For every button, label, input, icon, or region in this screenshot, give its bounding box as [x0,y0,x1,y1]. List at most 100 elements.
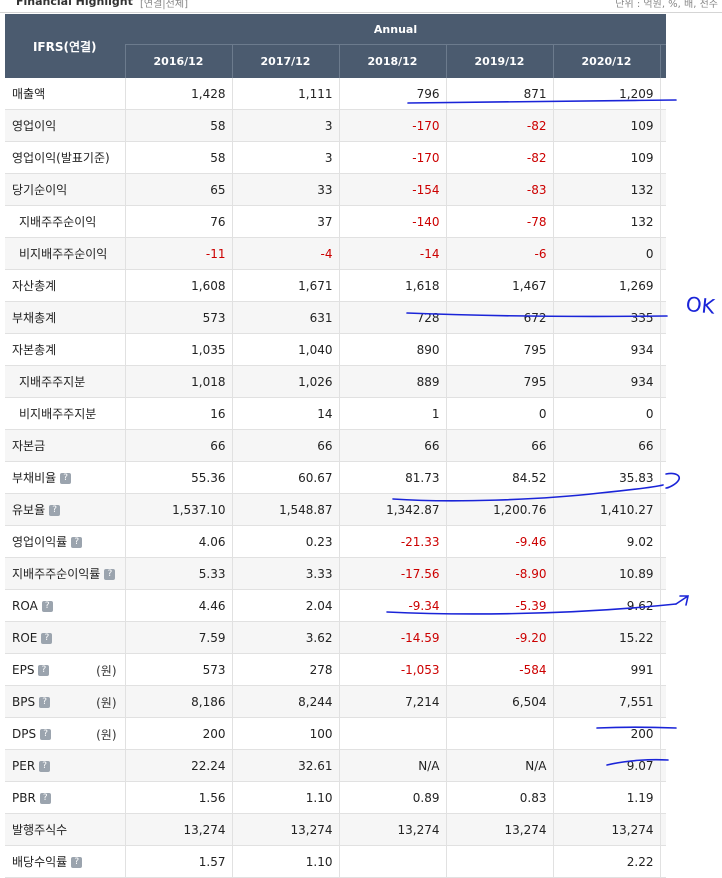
value-cell: 795 [445,333,553,366]
value-cell: -21.33 [338,525,446,558]
row-edge [659,685,667,718]
table-row: 자본금 66 66 66 66 66 [5,429,667,462]
row-edge [659,109,667,142]
table-row: ROE? 7.59 3.62 -14.59 -9.20 15.22 [5,621,667,654]
section-tabs[interactable]: [연결|전체] [140,0,188,10]
row-edge [659,429,667,462]
value-cell: 0 [552,397,660,430]
value-cell: 278 [231,653,339,686]
row-label-cell: PBR? [5,781,125,814]
help-icon[interactable]: ? [39,792,51,804]
value-cell: -154 [338,173,446,206]
row-unit: (원) [96,664,117,678]
value-cell: 728 [338,301,446,334]
value-cell: 55.36 [124,461,232,494]
arrow-roe [675,595,689,606]
value-cell: -8.90 [445,557,553,590]
row-label-cell: 지배주주지분 [5,365,125,398]
row-label: 유보율 [12,503,46,517]
help-icon[interactable]: ? [38,664,50,676]
row-edge [659,717,667,750]
value-cell: 573 [124,653,232,686]
row-label: 발행주식수 [12,823,68,837]
help-icon[interactable]: ? [71,537,83,548]
row-label-cell: 유보율? [5,493,125,526]
table-row: 유보율? 1,537.10 1,548.87 1,342.87 1,200.76 1,41… [5,493,667,526]
table-row: 매출액 1,428 1,111 796 871 1,209 [5,78,667,110]
help-icon[interactable]: ? [49,505,61,516]
row-label: 비지배주주지분 [19,407,97,421]
help-icon[interactable]: ? [40,728,52,740]
value-cell: -82 [445,141,553,174]
value-cell: 100 [231,717,339,750]
value-cell: 1 [338,397,446,430]
help-icon[interactable]: ? [71,857,83,868]
row-edge [659,461,667,494]
row-label: 당기순이익 [12,183,68,197]
row-edge [659,205,667,238]
row-edge [659,493,667,526]
value-cell: 1,671 [231,269,339,302]
row-label-cell: 배당수익률? [5,845,125,878]
row-label-cell: 매출액 [5,78,125,110]
row-edge [659,333,667,366]
value-cell: -140 [338,205,446,238]
row-label-cell: PER? [5,749,125,782]
row-label: 자본금 [12,439,46,453]
row-label: 자산총계 [12,279,57,293]
value-cell: 16 [124,397,232,430]
table-row: PBR? 1.56 1.10 0.89 0.83 1.19 [5,781,667,814]
value-cell: 65 [124,173,232,206]
row-label: 부채비율 [12,471,57,485]
value-cell: 33 [231,173,339,206]
value-cell: 5.33 [124,557,232,590]
help-icon[interactable]: ? [60,473,72,484]
row-label: EPS [12,662,35,677]
value-cell: 1,537.10 [124,493,232,526]
value-cell: 81.73 [338,461,446,494]
value-cell: -14.59 [338,621,446,654]
value-cell: 0 [445,397,553,430]
row-label-cell: 영업이익 [5,109,125,142]
value-cell [338,717,446,750]
value-cell: -9.34 [338,589,446,622]
row-label: DPS [12,726,37,741]
help-icon[interactable]: ? [41,632,53,644]
row-label-cell: ROE? [5,621,125,654]
value-cell: 66 [552,429,660,462]
row-edge [659,269,667,302]
row-unit: (원) [96,696,117,710]
table-row: 배당수익률? 1.57 1.10 2.22 [5,845,667,878]
row-label: 부채총계 [12,311,57,325]
year-header: 2016/12 [124,44,232,78]
value-cell [445,717,553,750]
row-label: PBR [12,790,36,805]
value-cell: 22.24 [124,749,232,782]
help-icon[interactable]: ? [39,696,51,708]
ifrs-header: IFRS(연결) [5,14,125,78]
row-edge [659,621,667,654]
table-row: ROA? 4.46 2.04 -9.34 -5.39 9.62 [5,589,667,622]
row-label-cell: 발행주식수 [5,813,125,846]
table-row: 지배주주순이익률? 5.33 3.33 -17.56 -8.90 10.89 [5,557,667,590]
row-label: ROE [12,630,38,645]
value-cell: 1.10 [231,845,339,878]
value-cell: 66 [338,429,446,462]
value-cell: 8,186 [124,685,232,718]
mark-retention [665,472,681,489]
value-cell: 796 [338,78,446,110]
value-cell: 8,244 [231,685,339,718]
table-row: 지배주주지분 1,018 1,026 889 795 934 [5,365,667,398]
help-icon[interactable]: ? [104,569,116,580]
help-icon[interactable]: ? [41,600,53,612]
value-cell: 35.83 [552,461,660,494]
value-cell: 9.62 [552,589,660,622]
value-cell: 1,040 [231,333,339,366]
help-icon[interactable]: ? [39,760,51,772]
row-edge [659,813,667,846]
value-cell: 3.62 [231,621,339,654]
table-row: 발행주식수 13,274 13,274 13,274 13,274 13,274 [5,813,667,846]
row-label-cell: 지배주주순이익 [5,205,125,238]
row-label-cell: DPS? (원) [5,717,125,750]
value-cell: 10.89 [552,557,660,590]
